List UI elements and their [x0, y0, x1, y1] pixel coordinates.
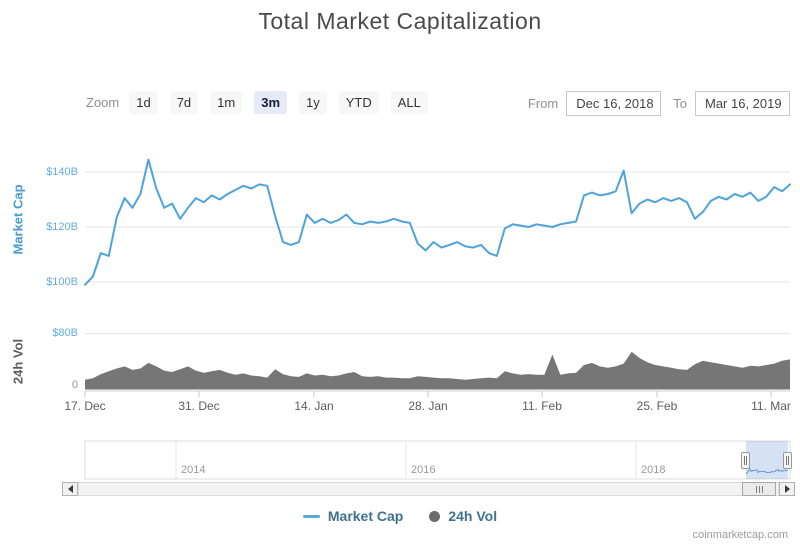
y-tick-0: 0 — [71, 379, 78, 391]
y-tick-120b: $120B — [46, 221, 78, 233]
zoom-label: Zoom — [86, 95, 120, 110]
legend: Market Cap 24h Vol — [0, 508, 800, 524]
x-tick-11feb: 11. Feb — [522, 399, 562, 413]
scrollbar-left-button[interactable] — [62, 482, 78, 496]
page-title: Total Market Capitalization — [258, 8, 542, 34]
y-tick-80b: $80B — [52, 327, 78, 339]
zoom-button-1m[interactable]: 1m — [210, 91, 243, 114]
navigator-handle-left[interactable] — [741, 452, 750, 469]
to-date-input[interactable] — [695, 91, 790, 116]
scrollbar-right-button[interactable] — [779, 482, 795, 496]
scrollbar-track[interactable] — [78, 482, 779, 496]
navigator-handle-right[interactable] — [783, 452, 792, 469]
y-tick-100b: $100B — [46, 276, 78, 288]
x-tick-17dec: 17. Dec — [64, 399, 106, 413]
zoom-button-all[interactable]: ALL — [390, 91, 428, 114]
navigator-year-2014: 2014 — [181, 464, 206, 476]
navigator-selection[interactable] — [746, 441, 788, 479]
grip-icon — [755, 485, 757, 493]
left-arrow-icon — [67, 485, 73, 493]
vol-axis-title: 24h Vol — [10, 338, 26, 385]
volume-series — [85, 351, 790, 390]
navigator-mini-series — [745, 467, 789, 475]
x-tick-28jan: 28. Jan — [408, 399, 448, 413]
market-cap-axis-title: Market Cap — [10, 184, 26, 255]
zoom-button-ytd[interactable]: YTD — [338, 91, 379, 114]
market-cap-series — [84, 158, 791, 286]
x-tick-31dec: 31. Dec — [178, 399, 220, 413]
x-tick-11mar: 11. Mar — [751, 399, 791, 413]
zoom-controls: Zoom 1d 7d 1m 3m 1y YTD ALL — [86, 91, 440, 114]
zoom-button-1d[interactable]: 1d — [129, 91, 158, 114]
scrollbar-thumb[interactable] — [742, 482, 776, 496]
legend-item-24h-vol[interactable]: 24h Vol — [429, 508, 497, 524]
date-range-controls: From To — [528, 91, 790, 116]
x-tick-25feb: 25. Feb — [636, 399, 678, 413]
zoom-button-3m[interactable]: 3m — [254, 91, 288, 114]
navigator-year-2018: 2018 — [641, 464, 666, 476]
to-label: To — [673, 96, 687, 111]
zoom-button-1y[interactable]: 1y — [299, 91, 327, 114]
y-tick-140b: $140B — [46, 166, 78, 178]
from-date-input[interactable] — [566, 91, 662, 116]
navigator-year-2016: 2016 — [411, 464, 436, 476]
line-marker-icon — [302, 514, 320, 518]
legend-item-market-cap[interactable]: Market Cap — [302, 508, 403, 524]
x-tick-14jan: 14. Jan — [294, 399, 334, 413]
right-arrow-icon — [784, 485, 790, 493]
zoom-button-7d[interactable]: 7d — [169, 91, 199, 114]
attribution: coinmarketcap.com — [692, 529, 788, 541]
from-label: From — [527, 96, 559, 111]
circle-marker-icon — [429, 510, 441, 522]
